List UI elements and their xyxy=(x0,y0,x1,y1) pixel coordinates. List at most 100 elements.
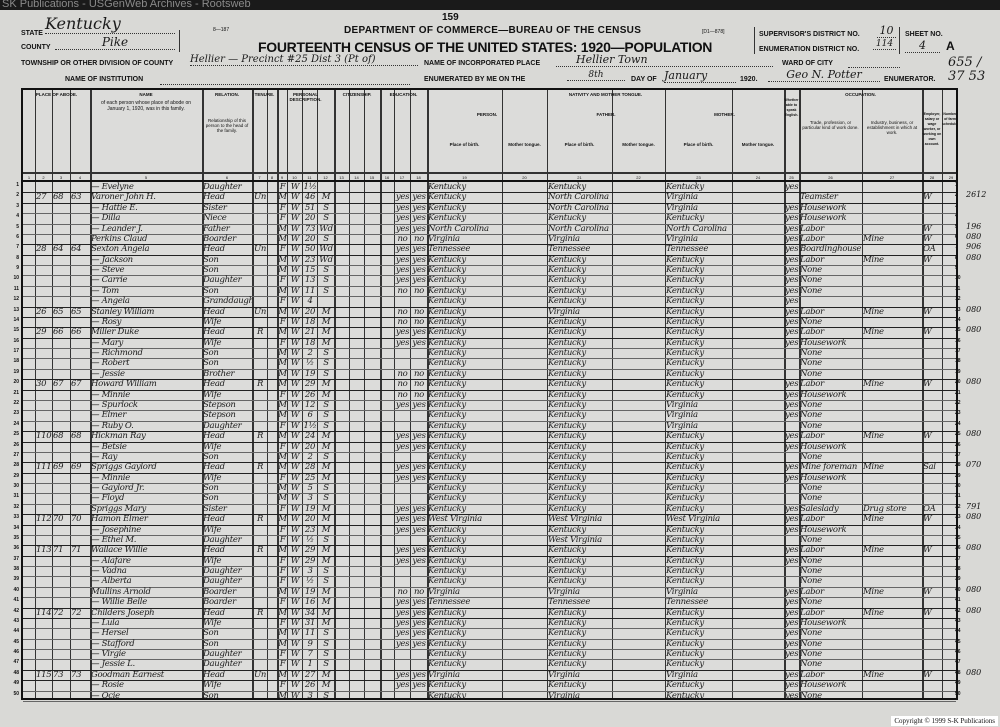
cell-own: Un xyxy=(253,192,267,203)
cell-fb: Kentucky xyxy=(548,368,586,379)
cell-mar: S xyxy=(323,410,329,421)
cell-birth: Kentucky xyxy=(428,462,466,473)
cell-birth: Kentucky xyxy=(428,399,466,410)
cell-mar: M xyxy=(321,306,331,317)
row-divider xyxy=(23,254,956,256)
cell-name: — Ocie xyxy=(91,690,120,701)
line-number: 30 xyxy=(13,483,19,490)
cell-sex: F xyxy=(279,503,286,514)
cell-mb: Kentucky xyxy=(666,275,704,286)
line-number: 5 xyxy=(16,223,19,230)
cell-color: W xyxy=(290,617,300,628)
line-number: 17 xyxy=(955,348,961,355)
cell-age: 20 xyxy=(304,441,316,452)
cell-sex: M xyxy=(278,462,287,473)
cell-eng: yes xyxy=(785,545,799,556)
cell-color: W xyxy=(290,576,300,587)
row-divider xyxy=(23,296,956,298)
cell-eng: yes xyxy=(785,306,799,317)
column-divider xyxy=(302,90,303,698)
cell-mar: M xyxy=(321,514,331,525)
cell-trade: None xyxy=(800,285,822,296)
line-number: 11 xyxy=(13,285,19,292)
county-label: COUNTY xyxy=(21,44,51,51)
cell-rel: Head xyxy=(203,462,225,473)
cell-h: 30 xyxy=(36,379,47,390)
cell-mb: Kentucky xyxy=(666,431,704,442)
cell-eng: yes xyxy=(785,555,799,566)
cell-rel: Daughter xyxy=(203,420,242,431)
cell-cls: W xyxy=(923,545,932,556)
cell-mar: M xyxy=(321,597,331,608)
cell-fb: Kentucky xyxy=(548,316,586,327)
cell-sex: M xyxy=(278,233,287,244)
cell-name: — Minnie xyxy=(91,472,130,483)
cell-color: W xyxy=(290,441,300,452)
line-number: 15 xyxy=(955,327,961,334)
cell-mb: Tennessee xyxy=(666,244,709,255)
row-divider xyxy=(23,192,956,194)
cell-mb: Kentucky xyxy=(666,379,704,390)
cell-rel: Head xyxy=(203,431,225,442)
cell-name: Sexton Angela xyxy=(91,244,150,255)
cell-ind: Mine xyxy=(863,254,884,265)
cell-color: W xyxy=(290,503,300,514)
line-number: 1 xyxy=(16,182,19,188)
copyright: Copyright © 1999 S-K Publications xyxy=(891,716,998,726)
cell-eng: yes xyxy=(785,327,799,338)
column-number: 11 xyxy=(307,175,312,180)
cell-sex: M xyxy=(278,306,287,317)
row-divider xyxy=(23,617,956,619)
cell-mb: Kentucky xyxy=(666,555,704,566)
cell-color: W xyxy=(290,628,300,639)
cell-age: 13 xyxy=(304,275,316,286)
cell-mb: Kentucky xyxy=(666,617,704,628)
row-divider xyxy=(23,265,956,267)
cell-rw: yes xyxy=(412,545,426,556)
table-row: — Alberta Daughter F W ½ S Kentucky Kentucky Ken… xyxy=(23,576,956,586)
cell-mb: Virginia xyxy=(666,420,698,431)
cell-h: 26 xyxy=(36,306,47,317)
cell-rel: Son xyxy=(203,265,219,276)
cell-rw: yes xyxy=(412,223,426,234)
line-number: 50 xyxy=(13,690,19,697)
header-trade: Trade, profession, or particular kind of… xyxy=(802,120,859,130)
cell-h: 111 xyxy=(36,462,52,473)
line-number: 8 xyxy=(955,254,958,261)
row-divider xyxy=(23,659,956,661)
cell-name: — Virgie xyxy=(91,649,126,660)
cell-mar: S xyxy=(323,638,329,649)
header-father: FATHER. xyxy=(596,112,616,117)
line-number: 3 xyxy=(955,202,958,209)
cell-rw: yes xyxy=(412,514,426,525)
cell-trade: None xyxy=(800,358,822,369)
cell-trade: Housework xyxy=(800,472,847,483)
column-divider xyxy=(35,90,36,698)
enumeration-day: 8th xyxy=(567,70,625,81)
column-number: 6 xyxy=(225,175,229,180)
cell-sex: M xyxy=(278,358,287,369)
place-label: NAME OF INCORPORATED PLACE xyxy=(424,60,541,67)
cell-sex: F xyxy=(279,534,286,545)
cell-age: 11 xyxy=(304,628,316,639)
line-number: 40 xyxy=(13,586,19,593)
cell-birth: Kentucky xyxy=(428,690,466,701)
cell-name: — Gaylord Jr. xyxy=(91,483,145,494)
cell-cls: W xyxy=(923,514,932,525)
enumeration-year: 1920. xyxy=(740,76,758,83)
cell-age: ½ xyxy=(306,534,314,545)
cell-eng: yes xyxy=(785,431,799,442)
cell-sex: F xyxy=(279,566,286,577)
row-divider xyxy=(23,503,956,505)
header-citizenship: CITIZENSHIP. xyxy=(342,92,372,97)
cell-fb: Kentucky xyxy=(548,503,586,514)
cell-birth: Kentucky xyxy=(428,254,466,265)
cell-cls: W xyxy=(923,223,932,234)
cell-rel: Son xyxy=(203,451,219,462)
cell-rel: Son xyxy=(203,690,219,701)
cell-name: — Jessie L. xyxy=(91,659,135,670)
column-divider xyxy=(732,90,733,698)
